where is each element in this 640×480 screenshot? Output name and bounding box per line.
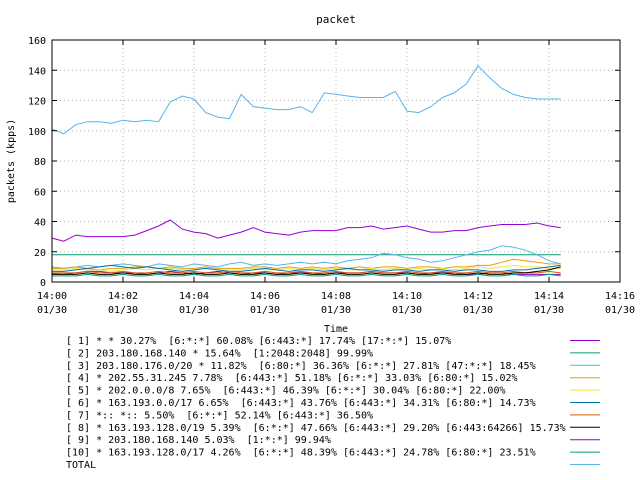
y-tick-label: 20	[34, 248, 46, 259]
series-line-9	[51, 219, 561, 242]
x-tick-time: 14:08	[321, 291, 351, 302]
x-tick-time: 14:14	[534, 291, 564, 302]
series-line-8	[52, 266, 561, 275]
series-line-3	[51, 245, 561, 269]
x-tick-time: 14:16	[605, 291, 635, 302]
x-axis: 14:00 01/30 14:02 01/30 14:04 01/30 14:06 01/30…	[37, 40, 635, 316]
x-tick-date: 01/30	[37, 305, 67, 316]
y-tick-label: 0	[40, 278, 46, 289]
x-tick-time: 14:00	[37, 291, 67, 302]
x-tick-date: 01/30	[392, 305, 422, 316]
x-tick-date: 01/30	[108, 305, 138, 316]
legend-label-9: [ 9] * 203.180.168.140 5.03% [1:*:*] 99.…	[66, 435, 331, 446]
chart-title: packet	[316, 13, 356, 26]
x-tick-date: 01/30	[179, 305, 209, 316]
x-tick-time: 14:12	[463, 291, 493, 302]
y-tick-label: 140	[28, 66, 46, 77]
y-tick-label: 100	[28, 127, 46, 138]
series-line-4	[52, 258, 561, 271]
x-axis-label: Time	[324, 324, 348, 335]
x-tick-date: 01/30	[605, 305, 635, 316]
y-tick-label: 160	[28, 36, 46, 47]
grid	[52, 40, 620, 282]
x-tick-time: 14:04	[179, 291, 209, 302]
legend-label-4: [ 4] * 202.55.31.245 7.78% [6:443:*] 51.…	[66, 373, 518, 384]
legend-label-2: [ 2] 203.180.168.140 * 15.64% [1:2048:20…	[66, 348, 373, 359]
y-tick-label: 60	[34, 187, 46, 198]
legend-label-10: [10] * 163.193.128.0/17 4.26% [6:*:*] 48…	[66, 448, 536, 459]
y-tick-label: 120	[28, 97, 46, 108]
y-axis-label: packets (kpps)	[6, 119, 17, 203]
legend-label-3: [ 3] 203.180.176.0/20 * 11.82% [6:80:*] …	[66, 361, 536, 372]
legend-label-7: [ 7] *:: *:: 5.50% [6:*:*] 52.14% [6:443…	[66, 410, 373, 421]
x-tick-date: 01/30	[463, 305, 493, 316]
legend-label-11: TOTAL	[66, 460, 96, 471]
x-tick-time: 14:06	[250, 291, 280, 302]
plot-lines	[51, 64, 561, 277]
y-tick-label: 40	[34, 218, 46, 229]
x-tick-date: 01/30	[321, 305, 351, 316]
series-line-11	[51, 64, 561, 135]
y-tick-label: 80	[34, 157, 46, 168]
x-tick-time: 14:02	[108, 291, 138, 302]
legend-label-8: [ 8] * 163.193.128.0/19 5.39% [6:*:*] 47…	[66, 423, 566, 434]
legend-label-1: [ 1] * * 30.27% [6:*:*] 60.08% [6:443:*]…	[66, 336, 451, 347]
x-tick-date: 01/30	[250, 305, 280, 316]
y-axis: 0 20 40 60 80 100 120 140 160	[28, 36, 620, 289]
series-line-6	[52, 264, 561, 272]
series-line-7	[52, 270, 561, 274]
legend-label-5: [ 5] * 202.0.0.0/8 7.65% [6:443:*] 46.39…	[66, 386, 506, 397]
series-line-10	[52, 273, 561, 277]
x-tick-date: 01/30	[534, 305, 564, 316]
legend-label-6: [ 6] * 163.193.0.0/17 6.65% [6:443:*] 43…	[66, 398, 536, 409]
legend: [ 1] * * 30.27% [6:*:*] 60.08% [6:443:*]…	[66, 336, 600, 471]
x-tick-time: 14:10	[392, 291, 422, 302]
